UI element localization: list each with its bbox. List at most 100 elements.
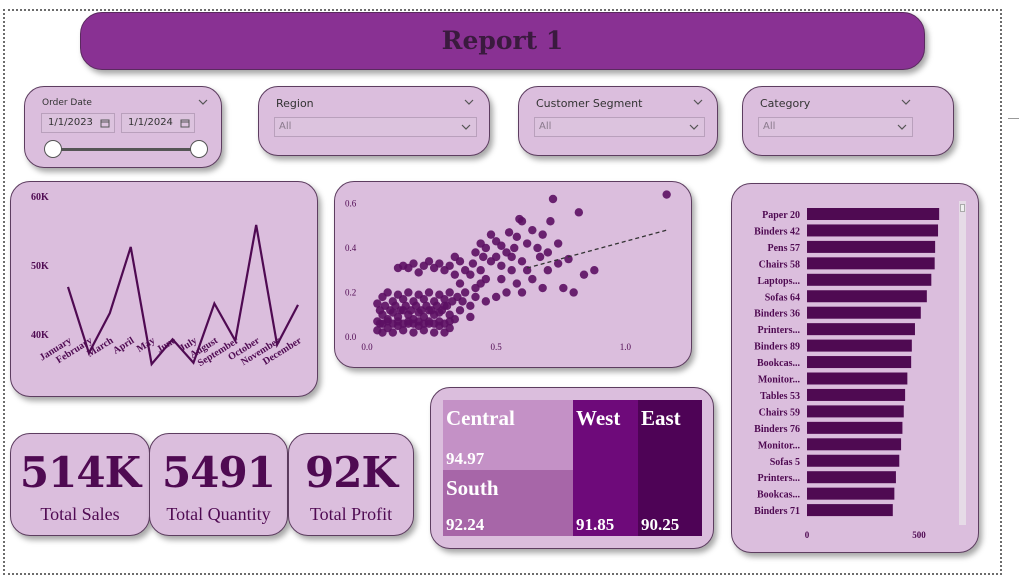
scatter-point[interactable] [502, 288, 511, 297]
category-dropdown[interactable]: All [758, 117, 913, 137]
scatter-point[interactable] [553, 239, 563, 248]
bar[interactable] [807, 487, 895, 500]
end-date-input[interactable]: 1/1/2024 [121, 113, 195, 133]
bar[interactable] [807, 405, 904, 418]
scatter-point[interactable] [466, 301, 475, 311]
scatter-point[interactable] [450, 252, 460, 262]
scatter-point[interactable] [383, 288, 392, 297]
scatter-point[interactable] [460, 288, 470, 297]
scatter-point[interactable] [398, 294, 408, 304]
bar[interactable] [807, 208, 940, 220]
bar-chart-scrollbar[interactable] [959, 201, 966, 525]
bar[interactable] [807, 290, 927, 303]
scatter-point[interactable] [528, 225, 537, 235]
range-start-handle[interactable] [44, 140, 62, 158]
scatter-point[interactable] [538, 283, 547, 293]
scatter-point[interactable] [574, 208, 584, 217]
scatter-point[interactable] [507, 266, 516, 275]
calendar-icon[interactable] [180, 118, 190, 128]
scatter-point[interactable] [450, 270, 460, 279]
scatter-point[interactable] [471, 292, 480, 302]
scatter-point[interactable] [564, 254, 573, 264]
scatter-point[interactable] [481, 297, 491, 306]
range-end-handle[interactable] [190, 140, 208, 158]
scatter-point[interactable] [458, 297, 467, 306]
scatter-point[interactable] [579, 270, 589, 279]
chevron-down-icon[interactable] [897, 122, 907, 132]
scatter-point[interactable] [543, 266, 553, 275]
scatter-point[interactable] [548, 194, 558, 204]
scatter-point[interactable] [486, 230, 496, 239]
chevron-down-icon[interactable] [461, 122, 471, 132]
bar[interactable] [807, 273, 932, 286]
bar[interactable] [807, 323, 915, 336]
scatter-point[interactable] [533, 243, 542, 253]
scatter-point[interactable] [528, 274, 537, 284]
scatter-point[interactable] [543, 248, 553, 257]
chevron-down-icon[interactable] [693, 97, 703, 107]
scatter-point[interactable] [517, 288, 527, 297]
treemap-cell-central[interactable]: Central 94.97 [443, 400, 573, 470]
chevron-down-icon[interactable] [464, 97, 474, 107]
bar[interactable] [807, 504, 893, 517]
scatter-point[interactable] [553, 259, 563, 268]
treemap-cell-west[interactable]: West 91.85 [573, 400, 638, 536]
scatter-point[interactable] [512, 279, 522, 288]
calendar-icon[interactable] [100, 118, 110, 128]
scatter-point[interactable] [460, 266, 470, 275]
scatter-point[interactable] [512, 232, 522, 242]
chevron-down-icon[interactable] [198, 97, 208, 107]
chevron-down-icon[interactable] [901, 97, 911, 107]
scatter-point[interactable] [373, 299, 382, 308]
scatter-point[interactable] [476, 266, 485, 275]
scatter-point[interactable] [479, 252, 488, 262]
bar[interactable] [807, 421, 903, 434]
scatter-point[interactable] [517, 257, 527, 266]
bar[interactable] [807, 372, 908, 385]
scatter-point[interactable] [471, 248, 480, 257]
bar[interactable] [807, 339, 912, 352]
scatter-point[interactable] [522, 239, 532, 248]
scatter-point[interactable] [429, 328, 439, 337]
scatter-point[interactable] [398, 326, 408, 335]
scatter-point[interactable] [440, 266, 449, 275]
chevron-down-icon[interactable] [689, 122, 699, 132]
scatter-point[interactable] [476, 239, 485, 248]
scatter-point[interactable] [559, 283, 568, 293]
scatter-point[interactable] [535, 252, 545, 262]
scatter-point[interactable] [497, 241, 506, 250]
scatter-point[interactable] [497, 261, 506, 270]
scatter-point[interactable] [569, 288, 578, 297]
scatter-point[interactable] [419, 261, 429, 270]
scatter-point[interactable] [662, 190, 671, 199]
scatter-point[interactable] [546, 217, 555, 226]
bar[interactable] [807, 454, 900, 467]
date-range-track[interactable] [53, 148, 199, 151]
bar[interactable] [807, 438, 902, 451]
treemap-cell-south[interactable]: South 92.24 [443, 470, 573, 536]
bar[interactable] [807, 224, 939, 237]
scatter-point[interactable] [429, 263, 439, 273]
sales-line[interactable] [66, 224, 299, 367]
scatter-point[interactable] [424, 288, 434, 297]
scatter-point[interactable] [590, 266, 599, 275]
bar[interactable] [807, 240, 936, 253]
scatter-point[interactable] [404, 288, 413, 297]
start-date-input[interactable]: 1/1/2023 [41, 113, 115, 133]
scatter-point[interactable] [419, 294, 429, 304]
bar[interactable] [807, 257, 935, 270]
scroll-thumb[interactable] [960, 204, 965, 212]
scatter-point[interactable] [445, 317, 454, 326]
bar[interactable] [807, 356, 912, 369]
scatter-point[interactable] [466, 312, 475, 322]
scatter-point[interactable] [440, 294, 449, 304]
scatter-point[interactable] [393, 263, 403, 273]
scatter-point[interactable] [517, 217, 527, 226]
scatter-point[interactable] [497, 274, 506, 284]
segment-dropdown[interactable]: All [534, 117, 705, 137]
scatter-point[interactable] [445, 288, 454, 297]
scatter-point[interactable] [445, 310, 454, 319]
scatter-point[interactable] [507, 252, 516, 262]
scatter-point[interactable] [504, 228, 514, 237]
scatter-point[interactable] [455, 279, 465, 288]
